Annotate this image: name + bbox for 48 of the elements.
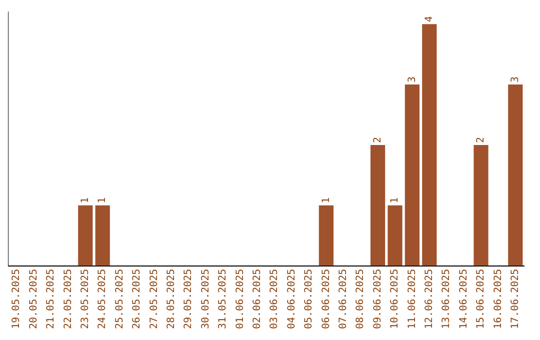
bar [508, 84, 523, 266]
x-tick-label: 28.05.2025 [166, 268, 177, 330]
x-tick-label: 06.06.2025 [320, 268, 332, 330]
x-tick-label: 03.06.2025 [269, 268, 280, 330]
data-label: 4 [424, 16, 435, 22]
data-label: 2 [372, 136, 384, 143]
bar [95, 205, 110, 266]
x-tick-label: 25.05.2025 [114, 268, 126, 330]
x-tick-label: 31.05.2025 [218, 268, 229, 330]
bar [388, 205, 402, 266]
bar [422, 24, 437, 266]
x-tick-label: 13.06.2025 [441, 268, 452, 330]
data-label: 3 [406, 76, 418, 83]
data-label: 3 [510, 76, 521, 83]
x-tick-label: 14.06.2025 [458, 268, 470, 330]
data-label: 1 [390, 197, 401, 204]
data-label: 1 [97, 197, 108, 204]
x-tick-label: 05.06.2025 [304, 268, 315, 330]
data-label: 1 [320, 197, 332, 204]
x-tick-label: 11.06.2025 [406, 268, 418, 330]
x-tick-label: 02.06.2025 [252, 268, 263, 330]
x-tick-label: 20.05.2025 [28, 268, 40, 330]
x-tick-label: 17.06.2025 [510, 268, 521, 330]
x-tick-label: 08.06.2025 [355, 268, 366, 330]
x-tick-label: 23.05.2025 [80, 268, 91, 330]
bar [404, 84, 420, 266]
x-tick-label: 09.06.2025 [372, 268, 384, 330]
bar [78, 205, 93, 266]
x-tick-label: 26.05.2025 [132, 268, 143, 330]
x-tick-label: 19.05.2025 [11, 268, 22, 330]
bar [474, 144, 488, 266]
bar [370, 144, 386, 266]
x-tick-label: 15.06.2025 [476, 268, 487, 330]
x-tick-label: 30.05.2025 [200, 268, 212, 330]
x-tick-label: 24.05.2025 [97, 268, 108, 330]
data-label: 1 [80, 197, 91, 204]
data-label: 2 [476, 136, 487, 143]
x-tick-label: 07.06.2025 [338, 268, 349, 330]
x-tick-label: 16.06.2025 [492, 268, 504, 330]
x-tick-label: 04.06.2025 [286, 268, 298, 330]
x-tick-label: 21.05.2025 [46, 268, 57, 330]
x-tick-label: 27.05.2025 [148, 268, 160, 330]
x-tick-label: 12.06.2025 [424, 268, 435, 330]
x-tick-label: 29.05.2025 [183, 268, 194, 330]
x-tick-label: 22.05.2025 [62, 268, 74, 330]
x-tick-label: 01.06.2025 [234, 268, 246, 330]
x-tick-label: 10.06.2025 [390, 268, 401, 330]
bar [318, 205, 334, 266]
